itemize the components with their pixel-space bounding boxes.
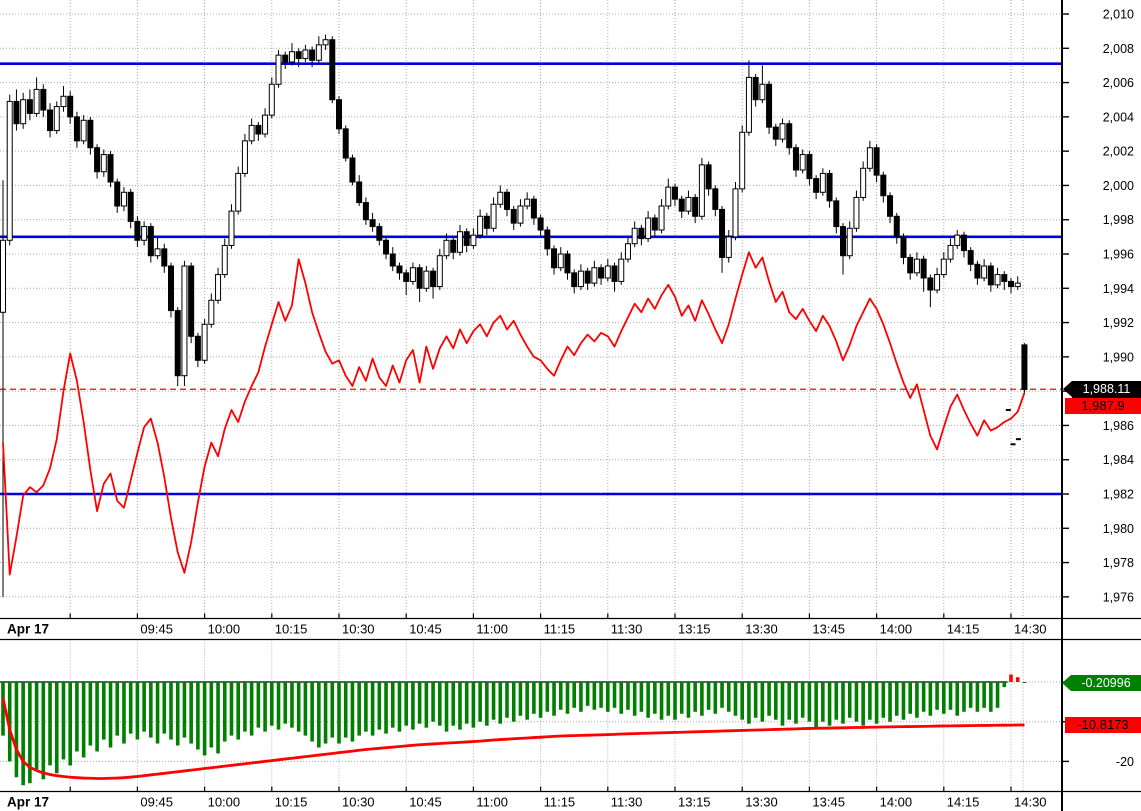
price-tick-label: 1,982 [1103, 488, 1134, 502]
time-tick-label: 14:15 [947, 622, 980, 637]
price-tick-label: 2,004 [1103, 110, 1134, 124]
last-price-value: 1,988.11 [1082, 382, 1131, 396]
spread-last-badge: -0.20996 [1062, 675, 1141, 691]
time-tick-label: 11:15 [544, 795, 576, 810]
spread-histogram[interactable] [1, 674, 1027, 786]
price-tick-label: 1,996 [1103, 248, 1134, 262]
spread-average-badge: -10.8173 [1065, 717, 1141, 733]
price-axis: 2,010 2,008 2,006 2,004 2,002 2,000 1,998 1,996… [1061, 0, 1134, 811]
date-label-main: Apr 17 [7, 622, 49, 637]
time-tick-label: 13:45 [812, 795, 845, 810]
time-tick-label: 09:45 [140, 795, 173, 810]
time-tick-label: 13:30 [745, 795, 778, 810]
price-tick-label: 2,006 [1103, 76, 1134, 90]
time-tick-label: 10:45 [409, 795, 442, 810]
spread-tick-label: -20 [1116, 755, 1134, 769]
time-tick-label: 14:15 [947, 795, 980, 810]
price-tick-label: 1,984 [1103, 453, 1134, 467]
time-tick-label: 11:30 [611, 622, 643, 637]
spread-average-value: -10.8173 [1077, 717, 1129, 732]
time-tick-label: 13:30 [745, 622, 778, 637]
time-tick-label: 11:00 [476, 622, 508, 637]
spread-last-value: -0.20996 [1081, 676, 1131, 690]
time-tick-label: 10:30 [342, 622, 375, 637]
date-label-spread: Apr 17 [7, 795, 49, 810]
time-tick-label: 14:30 [1014, 622, 1047, 637]
time-tick-label: 13:15 [678, 795, 711, 810]
price-tick-label: 1,994 [1103, 282, 1134, 296]
time-tick-label: 10:45 [409, 622, 442, 637]
time-axis-main: Apr 17 09:45 10:00 10:15 10:30 10:45 11:00 11:1… [0, 613, 1141, 641]
index-price-line [2, 251, 1026, 576]
time-tick-label: 11:15 [544, 622, 576, 637]
time-axis-spread: Apr 17 09:45 10:00 10:15 10:30 10:45 11:00 11:1… [0, 786, 1141, 811]
support-resistance-lines [0, 62, 1062, 496]
time-tick-label: 11:00 [476, 795, 508, 810]
time-tick-label: 10:00 [208, 622, 241, 637]
time-tick-label: 13:45 [812, 622, 845, 637]
price-tick-label: 1,998 [1103, 213, 1134, 227]
time-tick-label: 10:15 [275, 795, 308, 810]
last-price-badge: 1,988.11 [1063, 381, 1141, 398]
price-tick-label: 2,008 [1103, 42, 1134, 56]
time-tick-label: 14:00 [880, 622, 913, 637]
time-tick-label: 11:30 [611, 795, 643, 810]
candlestick-series[interactable] [0, 34, 1028, 597]
price-tick-label: 1,978 [1103, 556, 1134, 570]
time-tick-label: 10:00 [208, 795, 241, 810]
index-last-value: 1,987.9 [1081, 398, 1125, 413]
price-tick-label: 1,986 [1103, 419, 1134, 433]
time-tick-label: 14:30 [1014, 795, 1047, 810]
price-tick-label: 1,980 [1103, 522, 1134, 536]
stray-price-marks [1005, 409, 1021, 446]
price-tick-label: 1,990 [1103, 350, 1134, 364]
price-tick-label: 2,002 [1103, 145, 1134, 159]
time-tick-label: 10:15 [275, 622, 308, 637]
price-tick-label: 1,992 [1103, 316, 1134, 330]
price-tick-label: 2,010 [1103, 8, 1134, 22]
time-tick-label: 10:30 [342, 795, 375, 810]
time-tick-label: 14:00 [880, 795, 913, 810]
time-tick-label: 13:15 [678, 622, 711, 637]
index-last-badge: 1,987.9 [1065, 398, 1141, 414]
price-tick-label: 1,976 [1103, 590, 1134, 604]
spread-average-line [1, 697, 1025, 780]
price-tick-label: 2,000 [1103, 179, 1134, 193]
time-tick-label: 09:45 [140, 622, 173, 637]
